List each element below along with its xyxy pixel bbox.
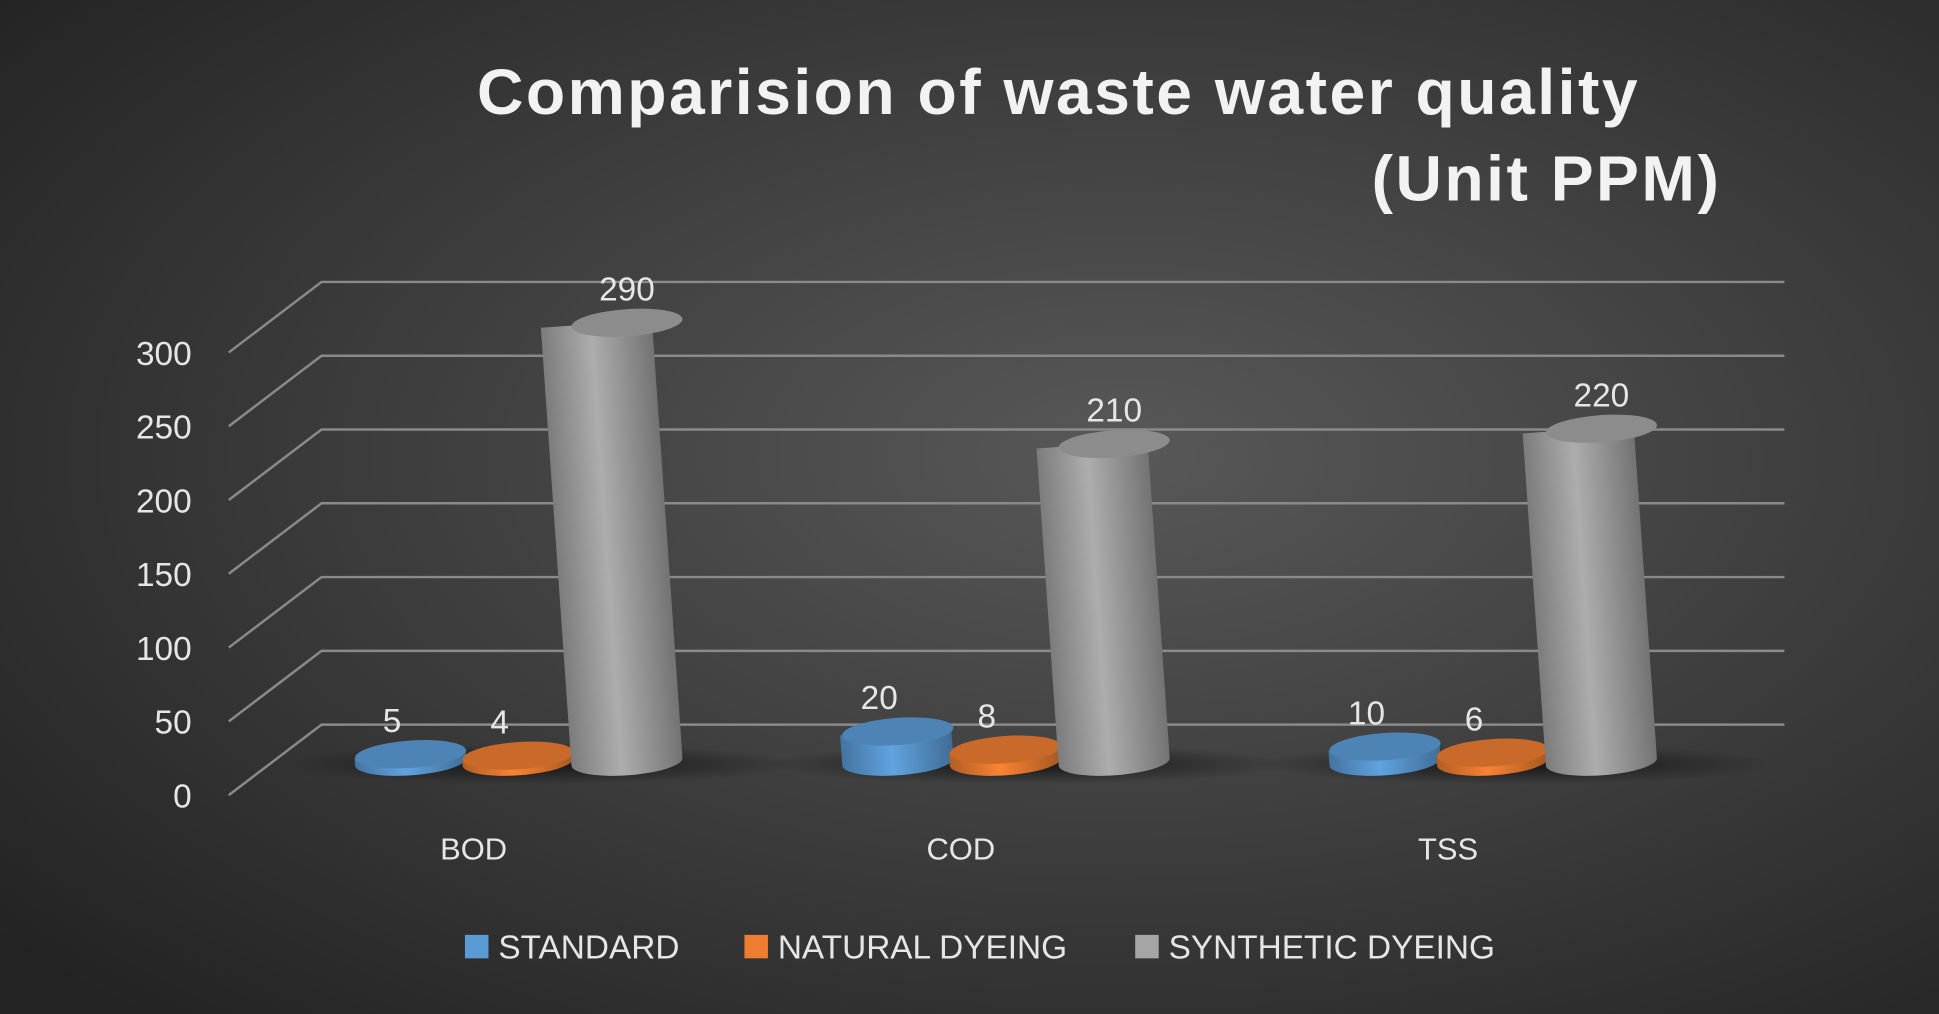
data-label: 20	[861, 680, 898, 717]
bar-top	[1437, 738, 1549, 767]
gridline	[228, 575, 1785, 649]
bar-cod-synthetic-dyeing: 210	[1036, 393, 1170, 776]
bar-body	[540, 319, 683, 776]
bar-bod-natural-dyeing: 4	[462, 704, 574, 776]
chart-subtitle: (Unit PPM)	[1372, 142, 1722, 214]
y-tick-label: 250	[136, 410, 192, 447]
y-tick-label: 100	[136, 631, 192, 668]
y-tick-label: 50	[155, 705, 192, 742]
bar-tss-synthetic-dyeing: 220	[1522, 377, 1657, 776]
y-tick-label: 0	[173, 778, 192, 815]
legend-item-natural-dyeing: NATURAL DYEING	[744, 929, 1067, 966]
bar-bod-standard: 5	[354, 703, 467, 776]
bar-body	[1036, 440, 1170, 776]
y-tick-label: 300	[136, 336, 192, 373]
bar-top	[355, 740, 467, 769]
y-tick-label: 200	[136, 483, 192, 520]
bar-tss-standard: 10	[1328, 695, 1441, 776]
bar-cod-natural-dyeing: 8	[949, 698, 1061, 776]
x-category-label: COD	[927, 831, 996, 866]
bar-bod-synthetic-dyeing: 290	[540, 272, 683, 776]
bar-cod-standard: 20	[840, 680, 954, 776]
x-category-label: TSS	[1418, 831, 1478, 866]
chart-title: Comparision of waste water quality	[477, 56, 1640, 128]
data-label: 10	[1348, 695, 1385, 732]
y-tick-label: 150	[136, 557, 192, 594]
legend-label: NATURAL DYEING	[778, 929, 1067, 966]
gridline	[228, 354, 1785, 428]
legend-label: STANDARD	[498, 929, 679, 966]
data-label: 290	[599, 272, 655, 309]
data-label: 220	[1574, 377, 1630, 414]
legend-label: SYNTHETIC DYEING	[1169, 929, 1495, 966]
bar-top	[571, 308, 683, 337]
bar-body	[1522, 425, 1657, 776]
legend-item-standard: STANDARD	[464, 929, 679, 966]
legend-swatch	[744, 934, 768, 959]
gridline	[228, 502, 1785, 575]
legend-swatch	[464, 934, 489, 959]
x-category-label: BOD	[440, 831, 507, 866]
gridline	[228, 428, 1785, 501]
bar-top	[1545, 414, 1657, 443]
bar-top	[842, 717, 954, 746]
legend-item-synthetic-dyeing: SYNTHETIC DYEING	[1135, 929, 1495, 966]
bar-top	[1058, 429, 1170, 458]
legend-swatch	[1135, 934, 1159, 959]
bar-top	[949, 735, 1061, 764]
data-label: 8	[978, 698, 997, 735]
data-label: 210	[1086, 393, 1142, 430]
data-label: 5	[383, 703, 402, 740]
bar-top	[1329, 732, 1441, 761]
bar-tss-natural-dyeing: 6	[1436, 701, 1549, 776]
gridline	[228, 723, 1785, 797]
data-label: 6	[1465, 701, 1484, 738]
gridline	[228, 280, 1785, 354]
bar-top	[462, 741, 574, 770]
gridline	[228, 649, 1785, 723]
data-label: 4	[490, 704, 509, 741]
